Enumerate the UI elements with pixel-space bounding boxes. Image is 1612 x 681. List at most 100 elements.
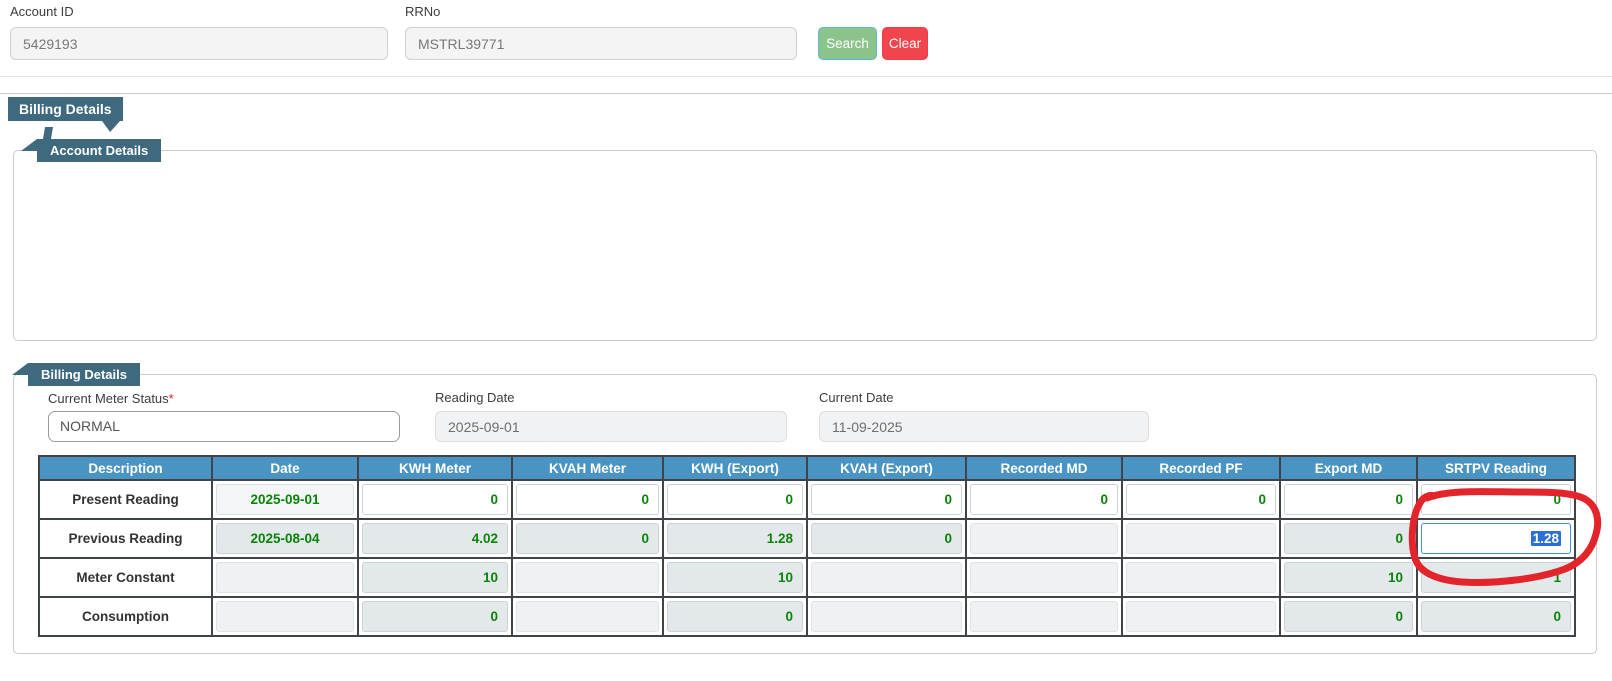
col-date: Date: [212, 456, 358, 480]
account-id-input[interactable]: [10, 27, 388, 60]
srtpv-reading-focused-input[interactable]: 1.28: [1421, 523, 1571, 554]
table-cell: 0: [1417, 480, 1575, 519]
col-recorded-pf: Recorded PF: [1122, 456, 1280, 480]
row-label: Previous Reading: [39, 519, 212, 558]
account-details-legend: Account Details: [37, 139, 161, 162]
srtpv-reading-input[interactable]: 0: [1421, 484, 1571, 515]
kvah-meter-cell: [516, 601, 659, 632]
search-button[interactable]: Search: [818, 27, 877, 60]
export-md-cell: 0: [1284, 601, 1413, 632]
billing-details-legend: Billing Details: [28, 363, 140, 386]
table-row-previous-reading: Previous Reading 2025-08-04 4.02 0 1.28 …: [39, 519, 1575, 558]
current-date-input: [819, 411, 1149, 442]
kvah-export-input[interactable]: 0: [811, 484, 962, 515]
table-cell: 10: [358, 558, 512, 597]
table-cell: 0: [358, 480, 512, 519]
reading-date-field: Reading Date: [435, 390, 515, 405]
current-date-label: Current Date: [819, 390, 893, 405]
table-cell: [1122, 558, 1280, 597]
account-details-legend-label: Account Details: [50, 143, 148, 158]
table-cell: 0: [1280, 480, 1417, 519]
kvah-export-cell: [811, 601, 962, 632]
table-cell: 1.28: [1417, 519, 1575, 558]
col-srtpv-reading: SRTPV Reading: [1417, 456, 1575, 480]
recorded-pf-input[interactable]: 0: [1126, 484, 1276, 515]
kwh-meter-input[interactable]: 0: [362, 484, 508, 515]
account-id-label: Account ID: [10, 4, 74, 19]
kwh-meter-cell: 4.02: [362, 523, 508, 554]
kwh-export-input[interactable]: 0: [667, 484, 803, 515]
date-cell: [216, 562, 354, 593]
col-description: Description: [39, 456, 212, 480]
table-cell: 0: [1417, 597, 1575, 636]
tab-billing-details[interactable]: Billing Details: [8, 97, 123, 121]
row-label: Present Reading: [39, 480, 212, 519]
table-cell: 0: [663, 597, 807, 636]
col-kwh-export: KWH (Export): [663, 456, 807, 480]
table-cell: 1.28: [663, 519, 807, 558]
rrno-label: RRNo: [405, 4, 440, 19]
rrno-input[interactable]: [405, 27, 797, 60]
recorded-md-cell: [970, 562, 1118, 593]
table-cell: 0: [807, 480, 966, 519]
table-cell: 0: [663, 480, 807, 519]
recorded-pf-cell: [1126, 601, 1276, 632]
table-cell: [807, 597, 966, 636]
billing-page: Account ID RRNo Search Clear Billing Det…: [0, 0, 1612, 681]
kvah-export-cell: 0: [811, 523, 962, 554]
table-cell: 1: [1417, 558, 1575, 597]
ribbon-fold-icon: [12, 363, 28, 375]
table-cell: 10: [663, 558, 807, 597]
table-cell: [512, 558, 663, 597]
table-cell: [212, 597, 358, 636]
table-cell: [1122, 519, 1280, 558]
col-kwh-meter: KWH Meter: [358, 456, 512, 480]
export-md-cell: 10: [1284, 562, 1413, 593]
account-details-panel: [13, 150, 1597, 341]
table-cell: 2025-09-01: [212, 480, 358, 519]
reading-date-input: [435, 411, 787, 442]
col-export-md: Export MD: [1280, 456, 1417, 480]
date-cell: 2025-09-01: [216, 484, 354, 515]
table-cell: 0: [1280, 597, 1417, 636]
srtpv-reading-cell: 1: [1421, 562, 1571, 593]
kwh-export-cell: 10: [667, 562, 803, 593]
table-cell: 4.02: [358, 519, 512, 558]
meter-readings-table: Description Date KWH Meter KVAH Meter KW…: [38, 455, 1576, 637]
recorded-md-input[interactable]: 0: [970, 484, 1118, 515]
export-md-input[interactable]: 0: [1284, 484, 1413, 515]
current-date-field: Current Date: [819, 390, 893, 405]
kvah-meter-input[interactable]: 0: [516, 484, 659, 515]
table-cell: [1122, 597, 1280, 636]
current-meter-status-select[interactable]: NORMAL: [48, 411, 400, 442]
rrno-field: RRNo: [405, 4, 440, 19]
srtpv-reading-cell: 0: [1421, 601, 1571, 632]
table-cell: [212, 558, 358, 597]
current-meter-status-label: Current Meter Status: [48, 391, 169, 406]
recorded-md-cell: [970, 601, 1118, 632]
kwh-meter-cell: 10: [362, 562, 508, 593]
table-cell: 0: [807, 519, 966, 558]
col-kvah-export: KVAH (Export): [807, 456, 966, 480]
current-meter-status-field: Current Meter Status*: [48, 390, 174, 408]
table-cell: 2025-08-04: [212, 519, 358, 558]
table-cell: 0: [966, 480, 1122, 519]
table-row-meter-constant: Meter Constant 10 10 10 1: [39, 558, 1575, 597]
table-cell: 0: [1280, 519, 1417, 558]
ribbon-tail-icon: [102, 121, 120, 132]
export-md-cell: 0: [1284, 523, 1413, 554]
table-header-row: Description Date KWH Meter KVAH Meter KW…: [39, 456, 1575, 480]
ribbon-uptail-icon: [43, 127, 53, 139]
table-cell: [966, 558, 1122, 597]
kwh-export-cell: 1.28: [667, 523, 803, 554]
table-cell: 10: [1280, 558, 1417, 597]
clear-button[interactable]: Clear: [882, 27, 928, 60]
col-kvah-meter: KVAH Meter: [512, 456, 663, 480]
table-cell: 0: [512, 480, 663, 519]
kvah-meter-cell: [516, 562, 659, 593]
tab-billing-details-label: Billing Details: [19, 101, 112, 117]
table-cell: [966, 519, 1122, 558]
table-cell: 0: [512, 519, 663, 558]
recorded-pf-cell: [1126, 523, 1276, 554]
date-cell: 2025-08-04: [216, 523, 354, 554]
